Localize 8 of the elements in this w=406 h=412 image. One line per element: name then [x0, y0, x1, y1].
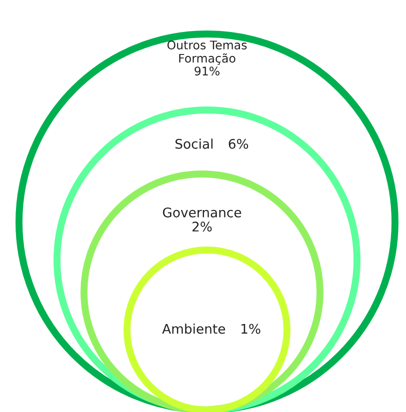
category-label: Ambiente	[162, 324, 226, 334]
data-label: 6%	[228, 138, 248, 149]
data-label: 1%	[242, 324, 260, 334]
data-label: 91%	[194, 66, 220, 76]
category-label: Social	[175, 138, 213, 149]
category-label: Outros Temas Formação	[167, 40, 247, 65]
category-label: Governance	[162, 207, 242, 218]
data-label: 2%	[192, 222, 212, 232]
